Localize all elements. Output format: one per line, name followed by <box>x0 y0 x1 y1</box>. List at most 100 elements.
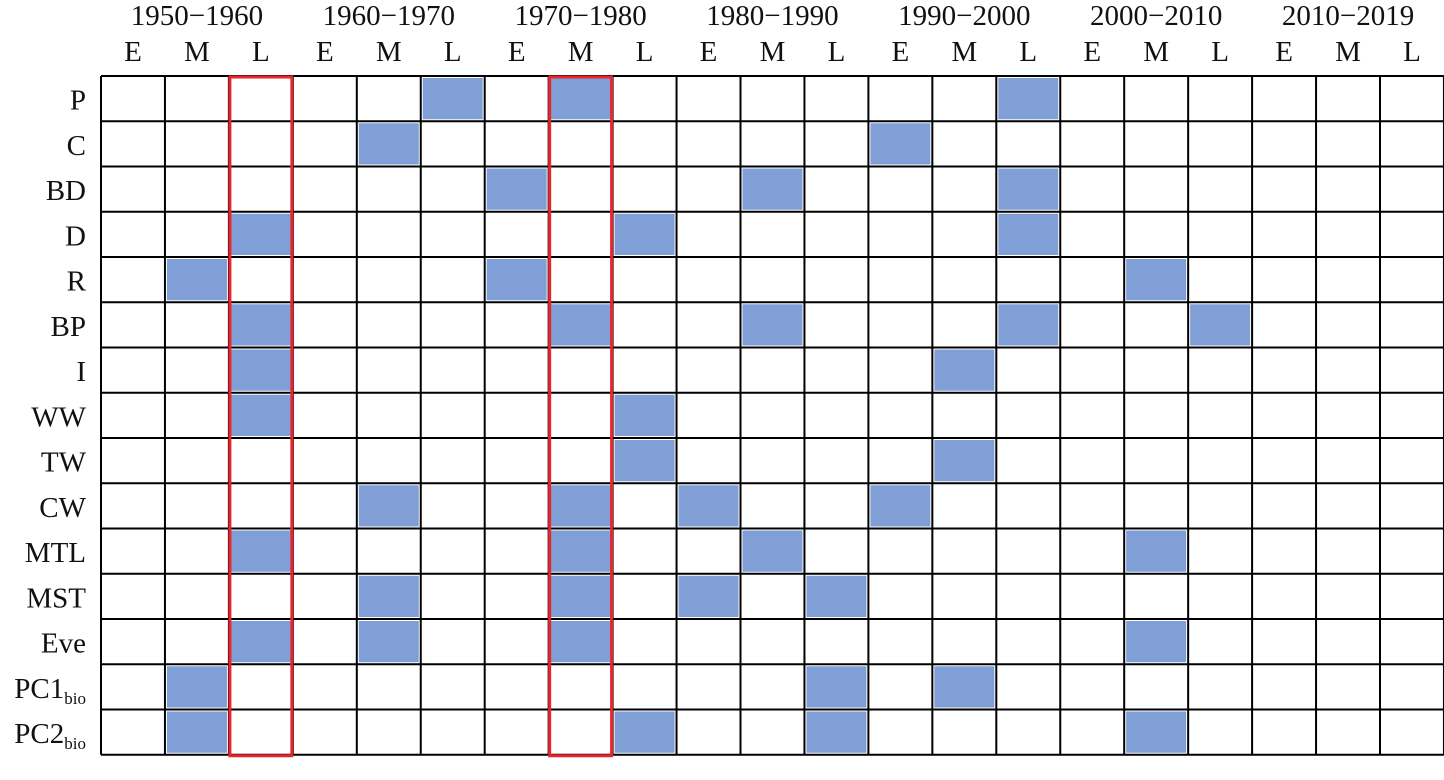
sub-period-label: E <box>892 36 910 68</box>
sub-period-label: E <box>124 36 142 68</box>
row-label: Eve <box>41 628 86 660</box>
filled-cell <box>870 123 931 165</box>
filled-cell <box>230 304 291 346</box>
decade-label: 1970−1980 <box>514 0 646 32</box>
sub-period-label: L <box>828 36 846 68</box>
cells-layer <box>166 78 1251 753</box>
filled-cell <box>614 394 675 436</box>
sub-period-label: L <box>252 36 270 68</box>
filled-cell <box>358 621 419 663</box>
highlight-column-frame <box>228 75 294 758</box>
filled-cell <box>678 485 739 527</box>
filled-cell <box>614 213 675 255</box>
filled-cell <box>998 78 1059 120</box>
filled-cell <box>550 304 611 346</box>
row-label: BD <box>46 175 86 207</box>
decade-label: 1990−2000 <box>898 0 1030 32</box>
sub-period-label: M <box>568 36 594 68</box>
filled-cell <box>550 530 611 572</box>
sub-period-label: E <box>316 36 334 68</box>
sub-period-label: M <box>1143 36 1169 68</box>
filled-cell <box>166 711 227 753</box>
filled-cell <box>806 575 867 617</box>
row-label: D <box>65 220 86 252</box>
filled-cell <box>230 349 291 391</box>
filled-cell <box>742 304 803 346</box>
sub-period-label: M <box>376 36 402 68</box>
sub-period-label: M <box>951 36 977 68</box>
sub-period-label: E <box>1275 36 1293 68</box>
sub-period-label: E <box>700 36 718 68</box>
filled-cell <box>230 394 291 436</box>
filled-cell <box>230 530 291 572</box>
filled-cell <box>998 168 1059 210</box>
decade-label: 1950−1960 <box>131 0 263 32</box>
sub-period-label: E <box>1083 36 1101 68</box>
row-label: PC1bio <box>14 673 86 708</box>
sub-period-label: L <box>1403 36 1421 68</box>
filled-cell <box>358 485 419 527</box>
filled-cell <box>166 666 227 708</box>
row-label: CW <box>39 492 86 524</box>
highlight-layer <box>228 75 614 758</box>
row-label: P <box>70 85 86 117</box>
filled-cell <box>166 259 227 301</box>
filled-cell <box>870 485 931 527</box>
filled-cell <box>614 440 675 482</box>
row-label: I <box>76 356 86 388</box>
filled-cell <box>934 666 995 708</box>
row-label: MST <box>26 582 86 614</box>
filled-cell <box>1126 259 1187 301</box>
filled-cell <box>486 259 547 301</box>
sub-period-label: E <box>508 36 526 68</box>
sub-period-label: L <box>444 36 462 68</box>
sub-period-label: L <box>1211 36 1229 68</box>
row-label: PC2bio <box>14 718 86 753</box>
row-label: WW <box>31 401 86 433</box>
labels-layer: 1950−1960 1960−1970 1970−1980 1980−1990 1990… <box>14 0 1421 753</box>
decade-label: 2010−2019 <box>1282 0 1414 32</box>
filled-cell <box>550 575 611 617</box>
decade-label: 1960−1970 <box>323 0 455 32</box>
filled-cell <box>742 530 803 572</box>
filled-cell <box>934 440 995 482</box>
row-label: TW <box>41 447 87 479</box>
highlight-column-frame <box>548 75 614 758</box>
filled-cell <box>550 621 611 663</box>
filled-cell <box>614 711 675 753</box>
filled-cell <box>550 485 611 527</box>
grid-layer <box>100 75 1444 756</box>
filled-cell <box>1126 711 1187 753</box>
filled-cell <box>422 78 483 120</box>
filled-cell <box>742 168 803 210</box>
filled-cell <box>1126 530 1187 572</box>
sub-period-label: L <box>636 36 654 68</box>
filled-cell <box>358 123 419 165</box>
filled-cell <box>486 168 547 210</box>
sub-period-label: M <box>760 36 786 68</box>
sub-period-label: M <box>1335 36 1361 68</box>
filled-cell <box>678 575 739 617</box>
filled-cell <box>806 711 867 753</box>
filled-cell <box>998 304 1059 346</box>
row-label-subscript: bio <box>64 734 86 753</box>
decade-label: 2000−2010 <box>1090 0 1222 32</box>
filled-cell <box>358 575 419 617</box>
filled-cell <box>230 621 291 663</box>
row-label: BP <box>51 311 86 343</box>
row-label: R <box>67 266 87 298</box>
row-label-subscript: bio <box>64 689 86 708</box>
filled-cell <box>230 213 291 255</box>
row-label: MTL <box>25 537 86 569</box>
sub-period-label: M <box>184 36 210 68</box>
filled-cell <box>550 78 611 120</box>
filled-cell <box>934 349 995 391</box>
decade-label: 1980−1990 <box>706 0 838 32</box>
sub-period-label: L <box>1019 36 1037 68</box>
filled-cell <box>806 666 867 708</box>
filled-cell <box>998 213 1059 255</box>
filled-cell <box>1190 304 1251 346</box>
filled-cell <box>1126 621 1187 663</box>
row-label: C <box>67 130 86 162</box>
